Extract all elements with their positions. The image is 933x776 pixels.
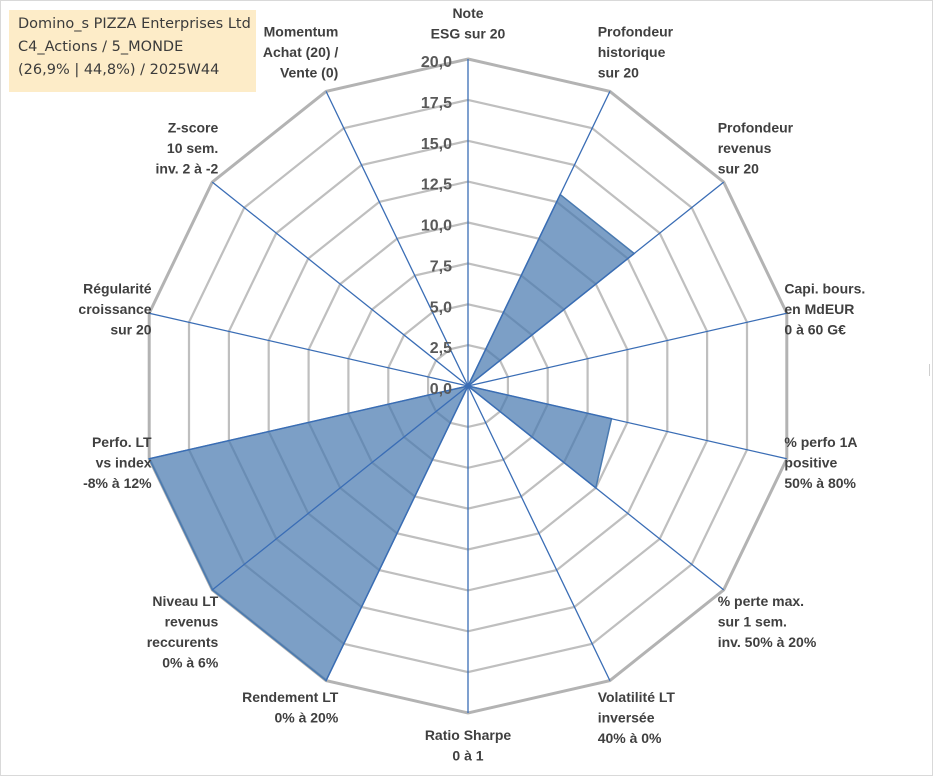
radar-spoke <box>149 312 469 387</box>
axis-label: Niveau LT revenus reccurents 0% à 6% <box>147 593 219 671</box>
title-stats: (26,9% | 44,8%) / 2025W44 <box>18 62 220 78</box>
axis-label: Note ESG sur 20 <box>431 5 506 42</box>
axis-label-line: -8% à 12% <box>83 475 152 491</box>
axis-label-line: Capi. bours. <box>784 281 865 297</box>
axis-label-line: sur 1 sem. <box>718 614 787 630</box>
axis-label-line: Niveau LT <box>152 593 218 609</box>
axis-label-line: 40% à 0% <box>598 730 662 746</box>
axis-label-line: Volatilité LT <box>598 689 676 705</box>
axis-label-line: Z-score <box>168 119 219 135</box>
radar-spoke <box>467 385 787 460</box>
axis-label: Volatilité LT inversée 40% à 0% <box>598 689 676 746</box>
axis-label-line: revenus <box>718 140 772 156</box>
axis-label-line: revenus <box>165 614 219 630</box>
axis-label-line: Profondeur <box>718 119 794 135</box>
axis-label-line: Vente (0) <box>280 65 338 81</box>
radial-tick-label: 7,5 <box>430 258 452 275</box>
axis-label-line: Profondeur <box>598 24 674 40</box>
axis-label-line: inv. 50% à 20% <box>718 634 817 650</box>
axis-label: % perte max. sur 1 sem. inv. 50% à 20% <box>718 593 817 650</box>
axis-label: Profondeur revenus sur 20 <box>718 119 794 176</box>
axis-label-line: Régularité <box>83 281 152 297</box>
title-box: Domino_s PIZZA Enterprises Ltd C4_Action… <box>9 10 256 92</box>
radial-tick-label: 5,0 <box>430 299 452 316</box>
axis-label-line: reccurents <box>147 634 219 650</box>
axis-label-line: 0 à 60 G€ <box>784 322 846 338</box>
axis-label-line: historique <box>598 44 666 60</box>
axis-label-line: Ratio Sharpe <box>425 727 512 743</box>
axis-label-line: inversée <box>598 709 655 725</box>
axis-label-line: Momentum <box>264 24 339 40</box>
axis-label-line: sur 20 <box>718 160 759 176</box>
axis-label-line: sur 20 <box>110 322 151 338</box>
axis-label: Momentum Achat (20) / Vente (0) <box>263 24 339 81</box>
axis-label-line: Note <box>452 5 483 21</box>
axis-label: Régularité croissance sur 20 <box>78 281 151 338</box>
axis-label-line: 50% à 80% <box>784 475 856 491</box>
radial-tick-label: 15,0 <box>421 136 452 153</box>
radial-tick-label: 10,0 <box>421 218 452 235</box>
radar-spoke <box>467 385 611 681</box>
axis-label: Profondeur historique sur 20 <box>598 24 674 81</box>
axis-label-line: Rendement LT <box>242 689 339 705</box>
axis-label-line: Achat (20) / <box>263 44 339 60</box>
axis-label-line: en MdEUR <box>784 301 854 317</box>
series-area <box>148 193 636 682</box>
radial-tick-label: 17,5 <box>421 95 452 112</box>
axis-label: Perfo. LT vs index -8% à 12% <box>83 434 152 491</box>
axis-label: Ratio Sharpe 0 à 1 <box>425 727 512 764</box>
radar-spoke <box>149 385 469 460</box>
axis-label-line: 0% à 6% <box>162 655 219 671</box>
axis-label: Capi. bours. en MdEUR 0 à 60 G€ <box>784 281 865 338</box>
radial-tick-label: 2,5 <box>430 340 452 357</box>
title-company: Domino_s PIZZA Enterprises Ltd <box>18 16 251 32</box>
radar-spoke <box>467 385 725 591</box>
axis-label-line: Perfo. LT <box>92 434 152 450</box>
axis-label: Z-score 10 sem. inv. 2 à -2 <box>156 119 219 176</box>
radar-spoke <box>211 385 469 591</box>
radar-spoke <box>211 181 469 387</box>
axis-label-line: positive <box>784 455 837 471</box>
axis-label-line: sur 20 <box>598 65 639 81</box>
radar-spoke <box>467 312 787 387</box>
axis-label-line: % perfo 1A <box>784 434 857 450</box>
axis-label-line: 0% à 20% <box>274 709 338 725</box>
radial-tick-label: 0,0 <box>430 381 452 398</box>
axis-label-line: 0 à 1 <box>452 748 483 764</box>
title-category: C4_Actions / 5_MONDE <box>18 39 184 55</box>
radar-spoke <box>467 181 725 387</box>
axis-label: % perfo 1A positive 50% à 80% <box>784 434 857 491</box>
axis-label-line: 10 sem. <box>167 140 218 156</box>
radar-spoke <box>467 91 611 387</box>
axis-label-line: croissance <box>78 301 151 317</box>
radar-spoke <box>325 91 469 387</box>
radial-tick-label: 20,0 <box>421 54 452 71</box>
scroll-marker <box>929 364 930 376</box>
axis-label-line: vs index <box>96 455 152 471</box>
axis-label: Rendement LT 0% à 20% <box>242 689 339 726</box>
radar-spoke <box>325 385 469 681</box>
axis-label-line: ESG sur 20 <box>431 26 506 42</box>
axis-label-line: inv. 2 à -2 <box>156 160 219 176</box>
axis-label-line: % perte max. <box>718 593 804 609</box>
radial-tick-label: 12,5 <box>421 177 452 194</box>
